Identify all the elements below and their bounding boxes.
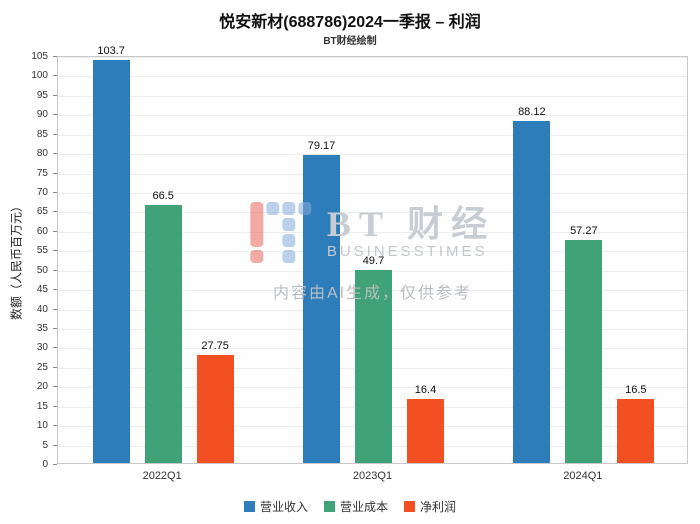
y-axis: 0 5 10 15 20 25 30 35 40 45 50 55 60 65 70 75 80 85 90 95 10… xyxy=(0,52,57,470)
plot-area: 103.7 66.5 27.75 79.17 49.7 16.4 88.12 57.27 16.… xyxy=(57,45,688,464)
chart-title: 悦安新材(688786)2024一季报 – 利润 xyxy=(219,14,481,31)
bar-营业收入-2022Q1 xyxy=(92,60,130,463)
y-tick-label: 5 xyxy=(42,439,48,451)
gridline xyxy=(58,57,687,58)
gridline xyxy=(58,231,687,233)
y-tick-mark xyxy=(53,133,57,135)
y-tick-label: 55 xyxy=(36,245,48,257)
bar-value-label: 27.75 xyxy=(201,340,229,353)
bar-value-label: 66.5 xyxy=(152,189,174,202)
x-tick-label-2024Q1: 2024Q1 xyxy=(563,470,603,482)
gridline xyxy=(58,134,687,136)
x-tick-label-2022Q1: 2022Q1 xyxy=(142,470,182,482)
y-tick-mark xyxy=(53,192,57,193)
bar-净利润-2023Q1 xyxy=(407,399,444,463)
y-tick-mark xyxy=(53,464,57,465)
gridline xyxy=(58,193,687,194)
legend-swatch xyxy=(404,501,415,512)
y-tick-label: 40 xyxy=(36,303,48,315)
bar-value-label: 79.17 xyxy=(307,140,336,153)
bar-value-label: 16.4 xyxy=(414,384,437,397)
y-tick-label: 90 xyxy=(36,109,48,121)
y-tick-mark xyxy=(53,172,57,174)
y-tick-label: 25 xyxy=(36,361,48,373)
y-tick-mark xyxy=(53,230,57,232)
gridline xyxy=(58,251,687,253)
chart-subtitle: BT财经绘制 xyxy=(323,36,377,47)
bar-净利润-2022Q1 xyxy=(196,355,234,463)
legend-item-营业收入: 营业收入 xyxy=(243,498,308,515)
y-tick-mark xyxy=(53,211,57,213)
y-tick-mark xyxy=(53,308,57,310)
bar-营业成本-2023Q1 xyxy=(355,269,392,463)
y-tick-mark xyxy=(53,425,57,427)
y-tick-label: 0 xyxy=(42,459,48,470)
gridline xyxy=(58,154,687,156)
bar-净利润-2024Q1 xyxy=(617,398,655,463)
bars-layer: 103.7 66.5 27.75 79.17 49.7 16.4 88.12 57.27 16.… xyxy=(58,45,687,463)
y-tick-label: 35 xyxy=(36,323,48,334)
gridline xyxy=(58,76,687,78)
legend-label: 净利润 xyxy=(420,500,457,514)
y-tick-mark xyxy=(53,289,57,291)
bar-value-label: 88.12 xyxy=(518,105,546,118)
x-tick-label-2023Q1: 2023Q1 xyxy=(352,470,393,482)
bar-value-label: 103.7 xyxy=(97,45,125,58)
y-tick-label: 45 xyxy=(36,284,48,296)
legend-item-营业成本: 营业成本 xyxy=(323,498,388,515)
y-tick-label: 15 xyxy=(36,400,48,412)
legend-item-净利润: 净利润 xyxy=(404,498,456,515)
y-tick-mark xyxy=(53,94,57,96)
y-tick-mark xyxy=(53,328,57,329)
x-axis: 2022Q1 2023Q1 2024Q1 xyxy=(57,470,688,486)
gridline xyxy=(58,173,687,175)
y-tick-label: 65 xyxy=(36,206,48,218)
legend-label: 营业成本 xyxy=(339,500,388,514)
y-tick-mark xyxy=(53,114,57,116)
bar-营业成本-2024Q1 xyxy=(565,240,603,463)
bar-营业收入-2024Q1 xyxy=(513,120,551,463)
y-tick-mark xyxy=(53,444,57,446)
y-tick-label: 60 xyxy=(36,225,48,237)
y-tick-label: 10 xyxy=(36,420,48,432)
y-tick-mark xyxy=(53,75,57,77)
gridline xyxy=(58,115,687,117)
y-tick-label: 85 xyxy=(36,128,48,140)
y-tick-label: 75 xyxy=(36,167,48,179)
legend-swatch xyxy=(323,501,335,512)
legend-label: 营业收入 xyxy=(259,500,308,514)
bar-value-label: 49.7 xyxy=(362,254,385,267)
y-tick-label: 20 xyxy=(36,381,48,393)
y-tick-label: 70 xyxy=(36,187,48,198)
y-tick-mark xyxy=(53,269,57,271)
bar-value-label: 57.27 xyxy=(570,225,598,238)
y-tick-mark xyxy=(53,366,57,368)
y-tick-mark xyxy=(53,250,57,252)
y-tick-label: 80 xyxy=(36,148,48,160)
y-tick-label: 50 xyxy=(36,264,48,276)
bar-value-label: 16.5 xyxy=(625,383,647,396)
gridline xyxy=(58,95,687,97)
bar-营业收入-2023Q1 xyxy=(303,155,340,463)
y-tick-mark xyxy=(53,347,57,349)
y-tick-label: 105 xyxy=(31,51,48,62)
y-tick-mark xyxy=(53,386,57,388)
gridline xyxy=(58,212,687,214)
bar-营业成本-2022Q1 xyxy=(144,204,182,463)
legend: 营业收入 营业成本 净利润 xyxy=(0,498,700,515)
y-tick-label: 95 xyxy=(36,89,48,101)
y-tick-label: 30 xyxy=(36,342,48,354)
legend-swatch xyxy=(243,501,255,512)
y-tick-mark xyxy=(53,405,57,407)
y-tick-mark xyxy=(53,56,57,57)
y-tick-mark xyxy=(53,153,57,155)
y-tick-label: 100 xyxy=(31,70,48,82)
